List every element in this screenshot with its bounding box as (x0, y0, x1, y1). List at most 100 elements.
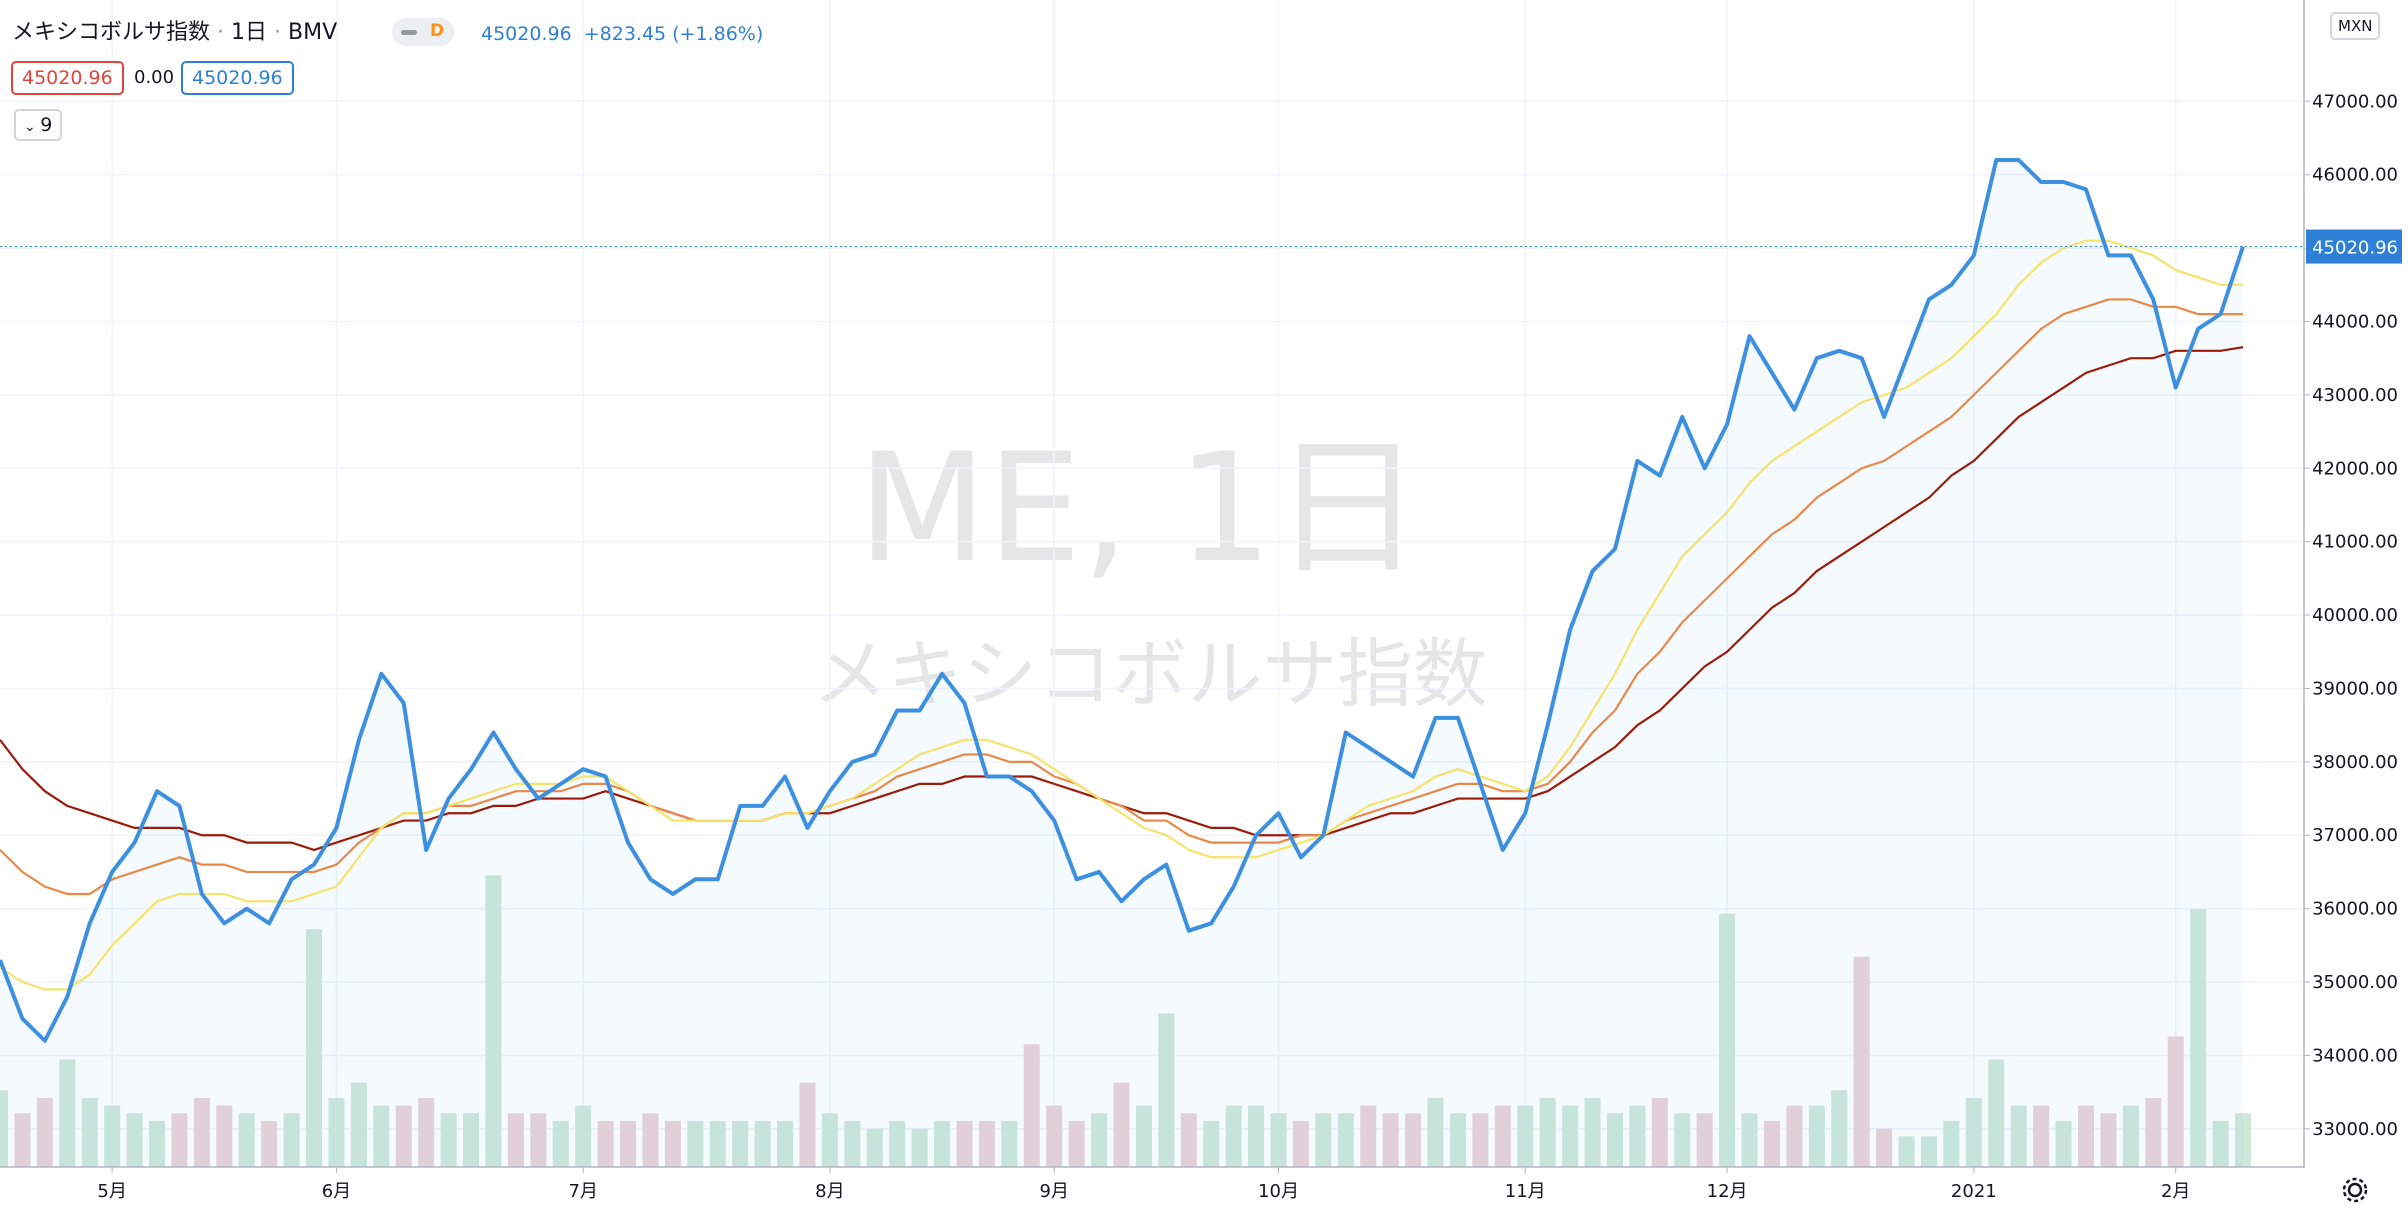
volume-bar (1113, 1082, 1130, 1167)
price-area (0, 160, 2243, 1167)
volume-bar (620, 1120, 637, 1167)
volume-bar (1898, 1136, 1915, 1167)
last-price-badge (2306, 229, 2402, 264)
watermark-name: メキシコボルサ指数 (812, 630, 1487, 718)
volume-bar (2077, 1105, 2094, 1167)
volume-bar (1315, 1113, 1332, 1167)
volume-bar (552, 1120, 569, 1167)
volume-bar (732, 1120, 749, 1167)
volume-bar (1674, 1113, 1691, 1167)
volume-bar (1606, 1113, 1623, 1167)
volume-bar (956, 1120, 973, 1167)
volume-bar (889, 1120, 906, 1167)
volume-bar (350, 1082, 367, 1167)
volume-bar (149, 1120, 166, 1167)
volume-bar (687, 1120, 704, 1167)
interval[interactable]: 1日 (231, 20, 268, 45)
volume-bar (821, 1113, 838, 1167)
volume-bar (1741, 1113, 1758, 1167)
volume-bar (866, 1128, 883, 1167)
volume-bar (530, 1113, 547, 1167)
volume-bar (1001, 1120, 1018, 1167)
volume-bar (1248, 1105, 1265, 1167)
x-tick-label: 10月 (1258, 1181, 1299, 1202)
volume-bar (2055, 1120, 2072, 1167)
x-tick-label: 7月 (568, 1181, 597, 1202)
y-tick-label: 40000.00 (2312, 605, 2398, 626)
volume-bar (283, 1113, 300, 1167)
volume-bar (1180, 1113, 1197, 1167)
y-tick-label: 47000.00 (2312, 91, 2398, 112)
value-box-blue[interactable]: 45020.96 (181, 61, 294, 95)
volume-bar (1203, 1120, 1220, 1167)
value-box-red[interactable]: 45020.96 (11, 61, 124, 95)
volume-bar (59, 1059, 76, 1167)
volume-bar (754, 1120, 771, 1167)
volume-bar (1360, 1105, 1377, 1167)
last-value: 45020.96 (481, 23, 572, 45)
volume-bar (2033, 1105, 2050, 1167)
watermark-symbol: ME, 1日 (858, 422, 1423, 596)
status-pill[interactable]: D (392, 18, 454, 46)
exchange: BMV (288, 20, 338, 45)
volume-bar (2167, 1036, 2184, 1167)
x-tick-label: 6月 (322, 1181, 351, 1202)
volume-bar (1158, 1013, 1175, 1167)
status-dot (401, 30, 417, 35)
volume-bar (1876, 1128, 1893, 1167)
volume-bar (1943, 1120, 1960, 1167)
volume-bar (1763, 1120, 1780, 1167)
volume-bar (1562, 1105, 1579, 1167)
volume-bar (1853, 956, 1870, 1167)
volume-bar (1988, 1059, 2005, 1167)
volume-bar (1651, 1097, 1668, 1167)
volume-bar (1337, 1113, 1354, 1167)
x-tick-label: 5月 (97, 1181, 126, 1202)
volume-bar (507, 1113, 524, 1167)
volume-bar (799, 1082, 816, 1167)
volume-bar (1517, 1105, 1534, 1167)
change: +823.45 (+1.86%) (583, 23, 764, 45)
volume-bar (373, 1105, 390, 1167)
x-tick-label: 9月 (1039, 1181, 1068, 1202)
volume-bar (395, 1105, 412, 1167)
volume-bar (1225, 1105, 1242, 1167)
y-tick-label: 43000.00 (2312, 385, 2398, 406)
volume-bar (1382, 1113, 1399, 1167)
volume-bar (1920, 1136, 1937, 1167)
volume-bar (261, 1120, 278, 1167)
y-tick-label: 37000.00 (2312, 825, 2398, 846)
delay-badge: D (430, 21, 445, 41)
volume-bar (2145, 1097, 2162, 1167)
volume-bar (777, 1120, 794, 1167)
x-tick-label: 2月 (2161, 1181, 2190, 1202)
y-tick-label: 41000.00 (2312, 532, 2398, 553)
y-tick-label: 34000.00 (2312, 1045, 2398, 1066)
x-tick-label: 12月 (1707, 1181, 1748, 1202)
volume-bar (709, 1120, 726, 1167)
volume-bar (2122, 1105, 2139, 1167)
y-tick-label: 36000.00 (2312, 899, 2398, 920)
volume-bar (1831, 1090, 1848, 1167)
volume-bar (642, 1113, 659, 1167)
open-change: 0.00 (134, 67, 175, 88)
symbol-title[interactable]: メキシコボルサ指数 (12, 20, 211, 45)
volume-bar (36, 1097, 53, 1167)
currency-badge[interactable]: MXN (2330, 12, 2381, 40)
settings-gear[interactable] (2342, 1177, 2368, 1203)
y-tick-label: 39000.00 (2312, 678, 2398, 699)
volume-bar (328, 1097, 345, 1167)
volume-bar (575, 1105, 592, 1167)
indicator-toggle[interactable]: ⌄ 9 (14, 109, 63, 141)
volume-bar (911, 1128, 928, 1167)
y-tick-label: 35000.00 (2312, 972, 2398, 993)
volume-bar (440, 1113, 457, 1167)
volume-bar (1808, 1105, 1825, 1167)
volume-bar (2010, 1105, 2027, 1167)
symbol-header: メキシコボルサ指数 · 1日 · BMV (12, 20, 338, 45)
volume-bar (485, 875, 502, 1167)
volume-bar (664, 1120, 681, 1167)
ema-line (0, 298, 2243, 896)
